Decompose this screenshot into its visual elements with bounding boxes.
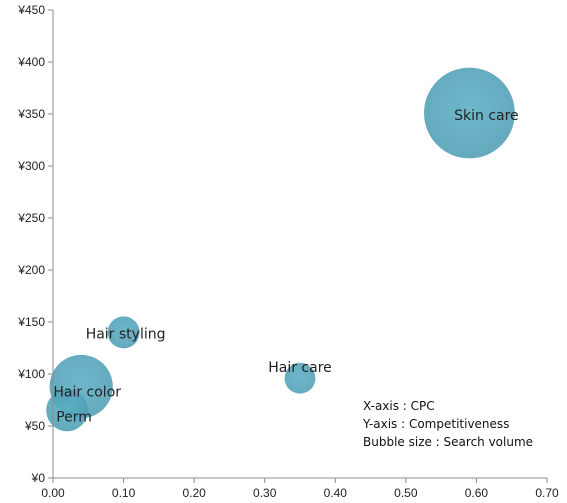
y-tick-label: ¥350 bbox=[17, 107, 45, 121]
bubble-hair-styling bbox=[107, 316, 140, 349]
x-tick-label: 0.50 bbox=[394, 486, 418, 500]
y-tick-label: ¥50 bbox=[24, 419, 45, 433]
y-tick-label: ¥250 bbox=[17, 211, 45, 225]
y-tick-label: ¥300 bbox=[17, 159, 45, 173]
bubble-skin-care bbox=[424, 67, 515, 159]
annotation-line: Bubble size : Search volume bbox=[363, 435, 533, 449]
bubble-labels-layer: Hair color Perm Hair styling Hair care Skin … bbox=[53, 108, 518, 425]
y-tick-label: ¥200 bbox=[17, 263, 45, 277]
bubbles-layer bbox=[46, 67, 515, 432]
bubble-perm bbox=[46, 389, 88, 432]
x-tick-label: 0.60 bbox=[465, 486, 489, 500]
x-tick-label: 0.20 bbox=[182, 486, 206, 500]
bubble-label-hair-color: Hair color bbox=[53, 385, 121, 401]
y-tick-label: ¥0 bbox=[31, 471, 46, 485]
axes-layer: ¥0 ¥50 ¥100 ¥150 ¥200 ¥250 ¥300 ¥350 ¥400 ¥450 0.0… bbox=[17, 3, 559, 500]
bubble-label-hair-care: Hair care bbox=[268, 360, 332, 376]
x-tick-label: 0.10 bbox=[112, 486, 136, 500]
y-tick-label: ¥150 bbox=[17, 315, 45, 329]
x-tick-label: 0.40 bbox=[324, 486, 348, 500]
bubble-hair-care bbox=[284, 362, 316, 394]
y-tick-label: ¥100 bbox=[17, 367, 45, 381]
x-tick-label: 0.00 bbox=[41, 486, 65, 500]
bubble-label-perm: Perm bbox=[56, 409, 92, 425]
annotation-line: X-axis : CPC bbox=[363, 399, 435, 413]
bubble-label-skin-care: Skin care bbox=[454, 108, 519, 124]
x-tick-label: 0.70 bbox=[535, 486, 559, 500]
annotation-line: Y-axis : Competitiveness bbox=[362, 417, 509, 431]
y-tick-label: ¥450 bbox=[17, 3, 45, 17]
y-tick-label: ¥400 bbox=[17, 55, 45, 69]
axis-legend-annotation: X-axis : CPC Y-axis : Competitiveness Bubb… bbox=[362, 399, 533, 449]
bubble-label-hair-styling: Hair styling bbox=[86, 326, 166, 342]
x-tick-label: 0.30 bbox=[253, 486, 277, 500]
